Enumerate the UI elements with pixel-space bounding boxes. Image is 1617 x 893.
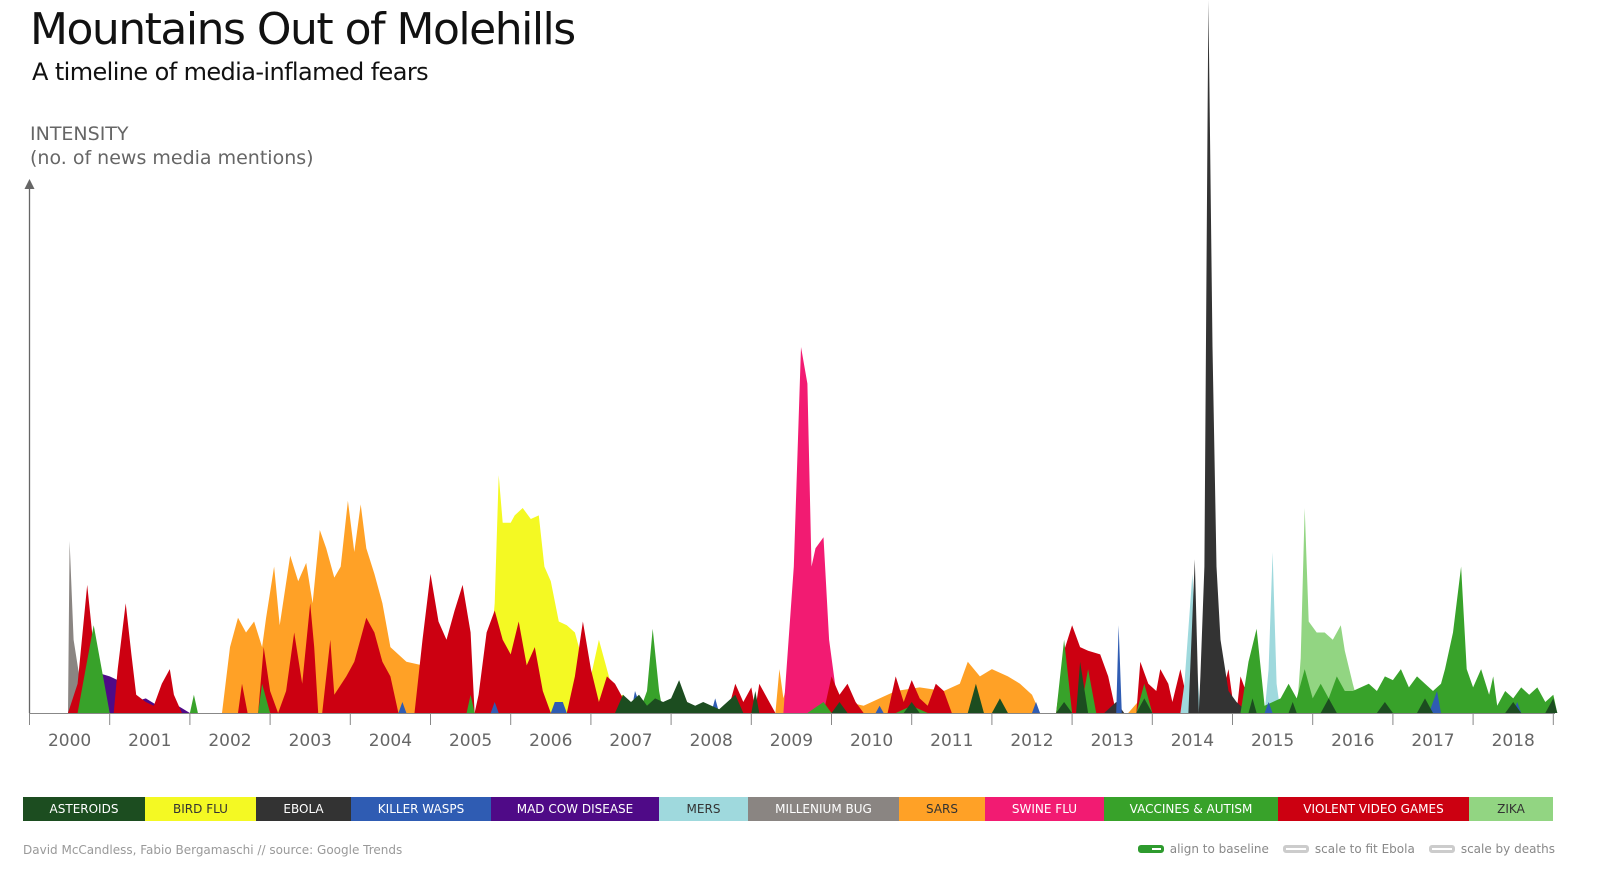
legend-item-bird-flu[interactable]: BIRD FLU (145, 797, 256, 821)
x-tick-label: 2015 (1251, 731, 1294, 751)
area-swine-flu (783, 347, 844, 713)
scale-option-label: scale to fit Ebola (1314, 842, 1415, 856)
toggle-swatch[interactable] (1282, 845, 1309, 853)
x-tick-label: 2017 (1411, 731, 1454, 751)
x-tick-label: 2016 (1331, 731, 1374, 751)
legend-item-zika[interactable]: ZIKA (1469, 797, 1553, 821)
y-axis-label-line2: (no. of news media mentions) (30, 147, 314, 169)
legend-item-sars[interactable]: SARS (899, 797, 985, 821)
legend-item-ebola[interactable]: EBOLA (256, 797, 351, 821)
toggle-swatch[interactable] (1428, 845, 1455, 853)
y-axis-label-line1: INTENSITY (30, 123, 129, 145)
legend-item-vaccines-autism[interactable]: VACCINES & AUTISM (1104, 797, 1278, 821)
x-tick-label: 2018 (1492, 731, 1535, 751)
chart-title: Mountains Out of Molehills (30, 4, 576, 55)
x-tick-label: 2001 (128, 731, 171, 751)
legend-item-mers[interactable]: MERS (659, 797, 748, 821)
legend: ASTEROIDS BIRD FLU EBOLA KILLER WASPS MAD CO… (23, 797, 1553, 821)
x-tick-label: 2011 (930, 731, 973, 751)
toggle-swatch[interactable] (1137, 845, 1164, 853)
x-tick-label: 2014 (1171, 731, 1214, 751)
scale-option-deaths[interactable]: scale by deaths (1428, 842, 1555, 856)
scale-option-label: scale by deaths (1460, 842, 1555, 856)
legend-item-asteroids[interactable]: ASTEROIDS (23, 797, 145, 821)
scale-option-baseline[interactable]: align to baseline (1137, 842, 1269, 856)
x-tick-label: 2002 (208, 731, 251, 751)
x-tick-label: 2012 (1010, 731, 1053, 751)
x-tick-label: 2006 (529, 731, 572, 751)
legend-item-mad-cow-disease[interactable]: MAD COW DISEASE (491, 797, 659, 821)
x-tick-label: 2008 (690, 731, 733, 751)
x-tick-label: 2010 (850, 731, 893, 751)
x-tick-label: 2000 (48, 731, 91, 751)
scale-option-label: align to baseline (1169, 842, 1269, 856)
area-ebola (1104, 0, 1397, 713)
scale-options: align to baseline scale to fit Ebola sca… (1137, 842, 1555, 856)
x-tick-label: 2009 (770, 731, 813, 751)
area-vaccines-autism (77, 566, 1558, 713)
x-tick-label: 2013 (1091, 731, 1134, 751)
area-violent-video-games (68, 573, 1337, 713)
legend-item-millenium-bug[interactable]: MILLENIUM BUG (748, 797, 899, 821)
x-tick-label: 2007 (609, 731, 652, 751)
legend-item-swine-flu[interactable]: SWINE FLU (985, 797, 1104, 821)
scale-option-fit-ebola[interactable]: scale to fit Ebola (1282, 842, 1415, 856)
area-sars (222, 500, 1361, 713)
area-millenium-bug (68, 541, 114, 713)
area-zika (1296, 508, 1361, 713)
x-tick-label: 2003 (289, 731, 332, 751)
legend-item-killer-wasps[interactable]: KILLER WASPS (351, 797, 491, 821)
y-axis-label: INTENSITY (no. of news media mentions) (30, 122, 314, 170)
area-asteroids (615, 661, 1558, 713)
chart-subtitle: A timeline of media-inflamed fears (32, 58, 429, 86)
credit-text: David McCandless, Fabio Bergamaschi // s… (23, 843, 403, 857)
y-axis-arrow (24, 179, 35, 189)
x-tick-label: 2005 (449, 731, 492, 751)
legend-item-violent-video-games[interactable]: VIOLENT VIDEO GAMES (1278, 797, 1469, 821)
x-tick-label: 2004 (369, 731, 412, 751)
